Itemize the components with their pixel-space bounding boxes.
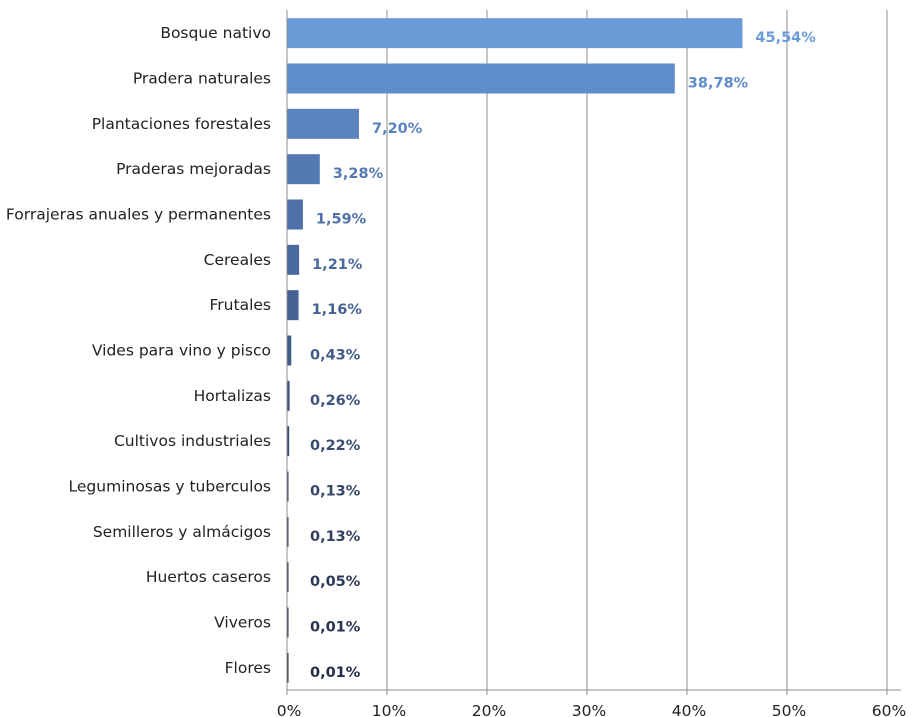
bar	[287, 244, 300, 275]
x-axis: 0% 10% 20% 30% 40% 50% 60%	[277, 10, 906, 717]
value-label: 7,20%	[372, 121, 423, 137]
x-tick-label: 40%	[672, 702, 706, 717]
bar	[287, 335, 292, 366]
value-label: 0,05%	[310, 574, 361, 590]
value-label: 0,22%	[310, 438, 361, 454]
bar	[287, 290, 299, 321]
x-tick-label: 20%	[472, 702, 506, 717]
bar	[287, 154, 320, 185]
x-tick-label: 10%	[372, 702, 406, 717]
category-label: Viveros	[214, 614, 271, 632]
category-label: Cultivos industriales	[114, 432, 271, 450]
x-tick-label: 50%	[772, 702, 806, 717]
value-label: 1,59%	[316, 212, 367, 228]
category-label: Flores	[225, 659, 271, 677]
bar	[287, 516, 289, 547]
x-tick-label: 60%	[872, 702, 906, 717]
bar	[287, 426, 290, 457]
x-tick-label: 30%	[572, 702, 606, 717]
category-label: Pradera naturales	[133, 70, 271, 88]
category-label: Huertos caseros	[146, 568, 271, 586]
bar	[287, 652, 289, 683]
category-labels: Bosque nativo Pradera naturales Plantacion…	[6, 24, 271, 677]
category-label: Plantaciones forestales	[92, 115, 271, 133]
value-label: 0,43%	[310, 348, 361, 364]
category-label: Forrajeras anuales y permanentes	[6, 206, 271, 224]
value-label: 38,78%	[688, 76, 749, 92]
category-label: Bosque nativo	[160, 24, 271, 42]
category-label: Hortalizas	[194, 387, 271, 405]
category-label: Cereales	[204, 251, 271, 269]
bars	[287, 18, 743, 683]
bar	[287, 607, 289, 638]
bar	[287, 199, 303, 230]
value-label: 0,13%	[310, 484, 361, 500]
grid-lines	[386, 10, 888, 690]
value-labels: 45,54% 38,78% 7,20% 3,28% 1,59% 1,21% 1,16% 0,4…	[310, 30, 816, 681]
value-label: 0,13%	[310, 529, 361, 545]
bar	[287, 63, 675, 94]
value-label: 0,01%	[310, 620, 361, 636]
value-label: 3,28%	[333, 166, 384, 182]
category-label: Leguminosas y tuberculos	[69, 478, 271, 496]
x-tick-label: 0%	[277, 702, 302, 717]
category-label: Vides para vino y pisco	[92, 342, 271, 360]
value-label: 1,16%	[312, 302, 363, 318]
bar	[287, 18, 743, 49]
category-label: Frutales	[210, 296, 271, 314]
bar	[287, 108, 359, 139]
bar	[287, 562, 289, 593]
value-label: 45,54%	[755, 30, 816, 46]
bar	[287, 471, 289, 502]
category-label: Semilleros y almácigos	[93, 523, 271, 541]
bar	[287, 380, 290, 411]
category-label: Praderas mejoradas	[116, 160, 271, 178]
value-label: 1,21%	[312, 257, 363, 273]
value-label: 0,01%	[310, 665, 361, 681]
value-label: 0,26%	[310, 393, 361, 409]
